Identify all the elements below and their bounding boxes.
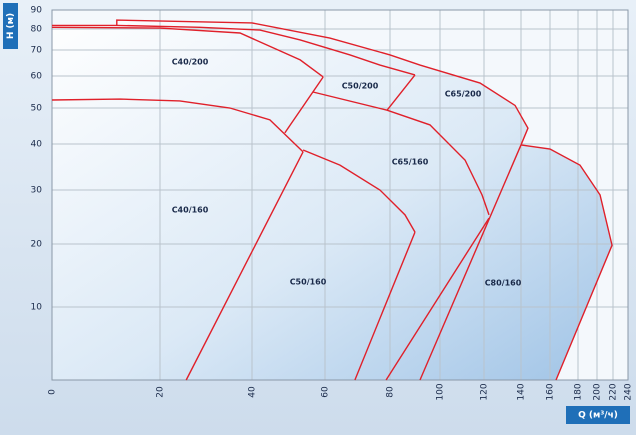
x-tick-label: 100	[436, 383, 446, 400]
x-title-box	[566, 406, 630, 424]
limit-curve	[52, 24, 416, 76]
x-tick-label: 180	[574, 383, 584, 400]
x-tick-label: 220	[609, 383, 619, 400]
labels: C40/200 C50/200 C65/200 C40/160 C65/160 C50/1…	[172, 58, 522, 288]
x-tick-label: 240	[624, 383, 634, 400]
y-tick-label: 10	[31, 303, 43, 313]
y-title-box	[3, 3, 18, 49]
limit-curve	[312, 91, 490, 216]
limit-curve	[385, 217, 490, 381]
x-axis-title: Q (м³/ч)	[578, 411, 618, 421]
grid: 0 20 40 60 80 100 120 140 160 180 200 220 240 10 20 30 4…	[31, 6, 634, 401]
x-tick-label: 20	[156, 386, 166, 398]
region-label: C40/200	[172, 58, 209, 67]
limit-curve	[51, 26, 324, 78]
y-tick-label: 40	[31, 140, 43, 150]
limit-curve	[354, 231, 416, 381]
limit-curve	[185, 151, 304, 381]
region-label: C80/160	[485, 279, 522, 288]
y-tick-label: 20	[31, 240, 43, 250]
y-tick-label: 80	[31, 25, 43, 35]
y-tick-label: 60	[31, 72, 43, 82]
x-tick-label: 60	[321, 386, 331, 398]
x-tick-label: 160	[546, 383, 556, 400]
region-label: C50/200	[342, 82, 379, 91]
x-tick-label: 200	[593, 383, 603, 400]
x-tick-label: 140	[517, 383, 527, 400]
region-label: C50/160	[290, 278, 327, 287]
envelope-shading	[52, 20, 612, 380]
limit-curve	[302, 149, 416, 233]
y-tick-label: 50	[31, 104, 43, 114]
x-tick-label: 80	[386, 386, 396, 398]
x-tick-label: 40	[248, 386, 258, 398]
plot-frame	[51, 9, 629, 381]
limit-curve	[51, 98, 304, 153]
limit-curve	[116, 19, 529, 146]
region-label: C40/160	[172, 206, 209, 215]
curves	[51, 19, 613, 381]
region-label: C65/200	[445, 90, 482, 99]
x-tick-label: 0	[48, 389, 58, 395]
y-tick-label: 90	[31, 6, 43, 16]
limit-curve	[419, 144, 522, 381]
y-tick-label: 70	[31, 46, 43, 56]
limit-curve	[520, 144, 613, 381]
x-tick-label: 120	[480, 383, 490, 400]
limit-curve	[284, 76, 324, 134]
y-axis-title: H (м)	[6, 13, 16, 39]
region-label: C65/160	[392, 158, 429, 167]
y-tick-label: 30	[31, 186, 43, 196]
limit-curve	[386, 74, 416, 111]
